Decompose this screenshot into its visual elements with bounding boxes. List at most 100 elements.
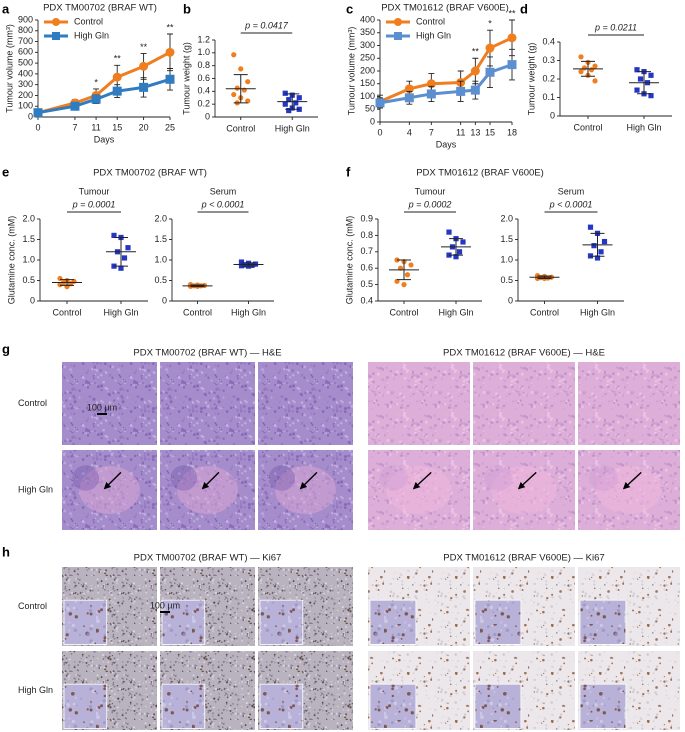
- marker: [601, 238, 608, 245]
- inset-micrograph: [63, 683, 108, 729]
- marker: [375, 98, 385, 108]
- chart-title: PDX TM00702 (BRAF WT): [43, 3, 157, 14]
- panel-letter: h: [2, 544, 10, 559]
- x-tick-label: High Gln: [626, 122, 661, 132]
- x-tick-label: 13: [470, 127, 480, 137]
- y-tick-label: 0: [28, 111, 33, 121]
- sd-bar: [241, 262, 256, 267]
- marker: [394, 32, 402, 40]
- marker: [234, 85, 240, 91]
- p-value: p = 0.0001: [72, 199, 116, 209]
- marker: [578, 54, 584, 60]
- x-tick-label: 7: [72, 122, 77, 132]
- marker: [286, 107, 292, 114]
- significance: *: [94, 77, 98, 87]
- y-tick-label: 0.4: [360, 295, 373, 305]
- p-value: p < 0.0001: [201, 199, 245, 209]
- y-tick-label: 50: [365, 104, 375, 114]
- sd-bar: [581, 60, 595, 77]
- inset-micrograph: [63, 599, 108, 645]
- legend-label: Control: [416, 16, 445, 26]
- x-tick-label: 11: [91, 122, 100, 132]
- y-tick-label: 800: [18, 25, 33, 35]
- marker: [485, 67, 495, 77]
- significance: **: [140, 42, 148, 52]
- x-tick-label: Control: [226, 123, 255, 133]
- marker: [404, 272, 411, 278]
- significance: **: [508, 8, 516, 18]
- micrograph: [258, 362, 353, 445]
- sd-bar: [60, 279, 74, 286]
- row-label: Control: [18, 601, 47, 611]
- y-tick-label: 0.6: [360, 263, 373, 273]
- chart-title: PDX TM00702 (BRAF WT): [93, 168, 207, 179]
- marker: [231, 52, 237, 58]
- marker: [245, 79, 251, 85]
- x-tick-label: 15: [485, 127, 495, 137]
- y-tick-label: 1.5: [22, 234, 35, 244]
- panel-title: PDX TM00702 (BRAF WT) — Ki67: [134, 553, 282, 564]
- marker: [70, 101, 80, 111]
- inset-micrograph: [259, 683, 304, 729]
- marker: [139, 61, 149, 71]
- marker: [91, 94, 101, 104]
- y-tick-label: 1.0: [500, 254, 513, 264]
- subplot-title: Serum: [210, 186, 237, 196]
- x-tick-label: 11: [456, 127, 465, 137]
- p-value: p = 0.0002: [408, 199, 452, 209]
- marker: [456, 249, 463, 255]
- marker: [470, 66, 480, 76]
- marker: [634, 87, 640, 93]
- marker: [446, 229, 452, 235]
- y-axis-title: Tumour volume (mm³): [346, 27, 356, 116]
- y-tick-label: 2.0: [500, 213, 513, 223]
- x-tick-label: High Gln: [438, 307, 473, 317]
- line: [37, 51, 171, 115]
- x-tick-label: 0: [35, 122, 40, 132]
- x-tick-label: High Gln: [231, 307, 266, 317]
- y-tick-label: 0.1: [542, 92, 555, 102]
- marker: [453, 254, 459, 260]
- panel-letter: e: [2, 164, 9, 179]
- y-axis-title: Glutamine conc. (mM): [344, 216, 354, 305]
- x-tick-label: 20: [139, 122, 149, 132]
- p-value: p < 0.0001: [549, 199, 593, 209]
- y-tick-label: 100: [18, 101, 33, 111]
- y-tick-label: 350: [360, 27, 375, 37]
- x-tick-label: 7: [429, 127, 434, 137]
- marker: [245, 98, 251, 104]
- marker: [238, 66, 244, 72]
- tissue-region: [386, 466, 452, 514]
- marker: [598, 249, 604, 255]
- x-tick-label: 18: [507, 127, 517, 137]
- tissue-region: [379, 465, 408, 491]
- x-axis-title: Days: [436, 139, 457, 149]
- tissue-region: [268, 465, 296, 491]
- y-tick-label: 700: [18, 36, 33, 46]
- y-tick-label: 0: [550, 110, 555, 120]
- y-tick-label: 0: [30, 295, 35, 305]
- marker: [118, 265, 124, 271]
- marker: [587, 224, 594, 230]
- inset-micrograph: [579, 683, 627, 729]
- panel-letter: d: [520, 1, 528, 16]
- sd-bar: [190, 284, 205, 288]
- panel-title: PDX TM00702 (BRAF WT) — H&E: [133, 348, 281, 359]
- y-tick-label: 1.5: [154, 234, 167, 244]
- marker: [52, 18, 60, 26]
- p-value: p = 0.0211: [594, 22, 637, 32]
- tissue-region: [170, 465, 198, 491]
- y-tick-label: 2.0: [154, 213, 167, 223]
- y-tick-label: 200: [18, 90, 33, 100]
- marker: [57, 275, 63, 282]
- marker: [426, 89, 436, 99]
- marker: [238, 259, 245, 265]
- y-tick-label: 600: [18, 47, 33, 57]
- y-tick-label: 0.5: [360, 279, 373, 289]
- x-tick-label: Control: [389, 307, 418, 317]
- arrow: [201, 471, 220, 490]
- panel-letter: a: [2, 1, 10, 16]
- x-tick-label: Control: [183, 307, 212, 317]
- y-tick-label: 0: [205, 111, 210, 121]
- marker: [404, 93, 414, 103]
